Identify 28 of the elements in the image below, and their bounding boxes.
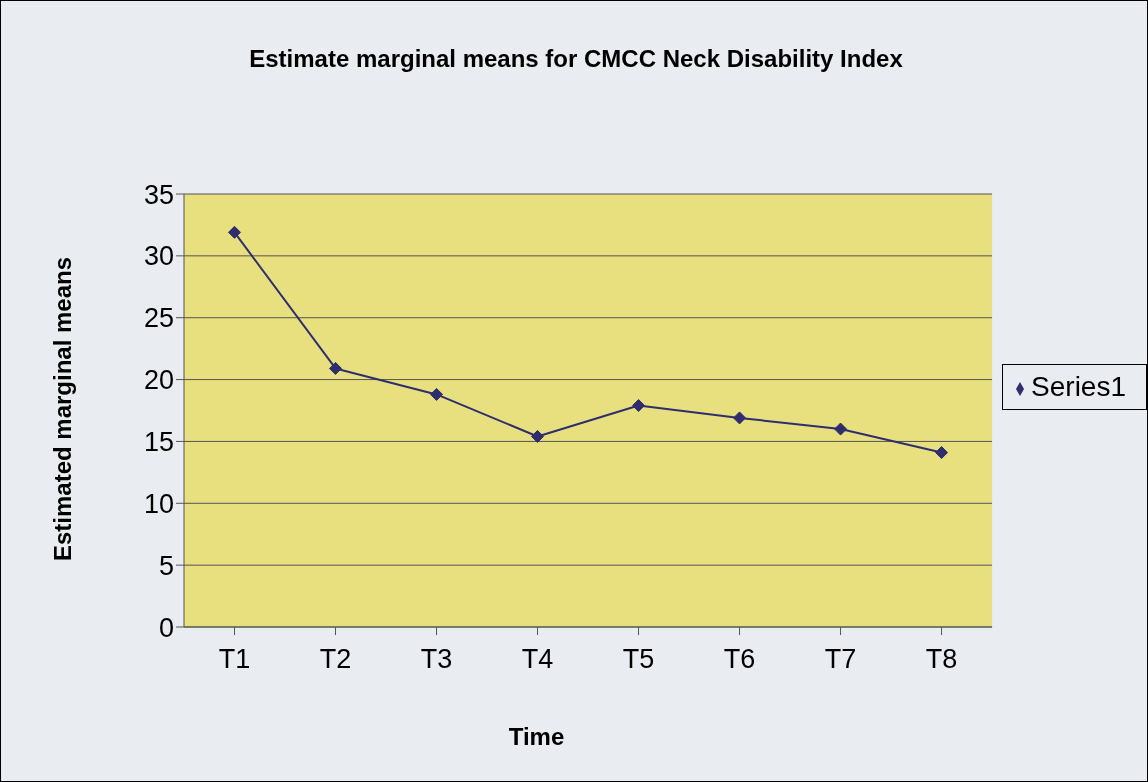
x-tick-label: T6: [723, 644, 756, 675]
x-tick-label: T4: [521, 644, 554, 675]
x-tick-label: T1: [218, 644, 251, 675]
point: [733, 411, 747, 425]
point: [834, 422, 848, 436]
x-tick-label: T8: [925, 644, 958, 675]
y-tick-label: 5: [158, 550, 174, 581]
y-axis-title: Estimated marginal means: [48, 255, 77, 564]
point: [531, 429, 545, 443]
legend-label: Series1: [1031, 371, 1126, 402]
point: [228, 225, 241, 239]
y-tick-label: 25: [143, 303, 174, 334]
y-tick-label: 10: [143, 488, 174, 519]
y-tick-label: 0: [158, 612, 174, 643]
chart-title: Estimate marginal means for CMCC Neck Disability Index: [248, 44, 904, 74]
point: [935, 446, 949, 460]
x-tick-label: T2: [319, 644, 352, 675]
point: [632, 399, 646, 413]
x-tick-label: T3: [420, 644, 453, 675]
x-axis-title: Time: [507, 723, 566, 751]
y-tick-label: 15: [143, 427, 174, 458]
y-tick-label: 35: [143, 179, 174, 210]
point: [430, 387, 444, 401]
y-tick-label: 30: [143, 241, 174, 272]
point: [329, 361, 343, 375]
x-tick-label: T7: [824, 644, 857, 675]
x-tick-label: T5: [622, 644, 655, 675]
y-tick-label: 20: [143, 365, 174, 396]
